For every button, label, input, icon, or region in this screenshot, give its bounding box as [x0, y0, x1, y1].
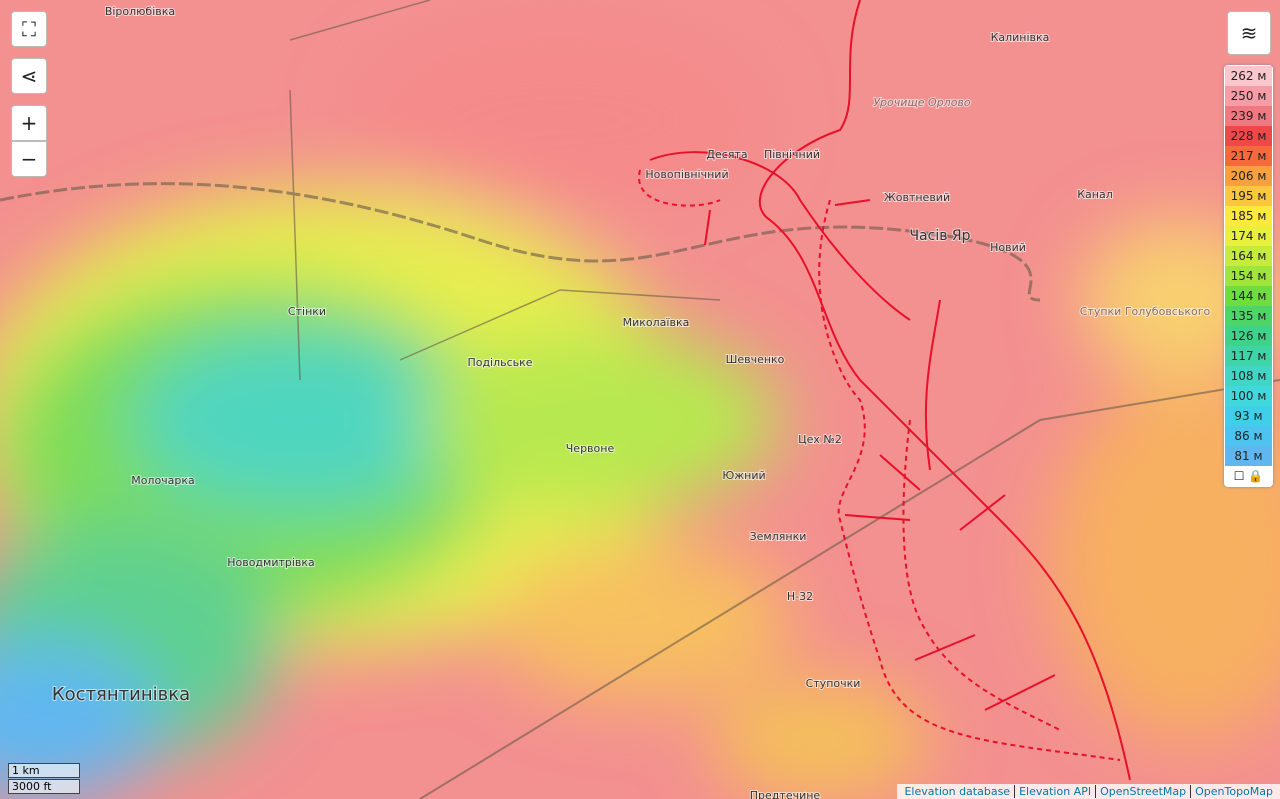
legend-row: 93 м	[1225, 406, 1272, 426]
place-label: Новий	[990, 241, 1026, 254]
legend-row: 154 м	[1225, 266, 1272, 286]
place-label: Червоне	[566, 442, 615, 455]
legend-row: 164 м	[1225, 246, 1272, 266]
place-label: Урочище Орлово	[873, 96, 971, 109]
legend-row: 250 м	[1225, 86, 1272, 106]
place-label: Молочарка	[131, 474, 195, 487]
place-label: Віролюбівка	[105, 5, 175, 18]
place-label: Ступочки	[806, 677, 861, 690]
place-label: Стінки	[288, 305, 326, 318]
legend-row: 174 м	[1225, 226, 1272, 246]
place-label: Канал	[1077, 188, 1113, 201]
place-label: Часів Яр	[909, 228, 970, 244]
attribution-link[interactable]: OpenTopoMap	[1190, 785, 1277, 798]
legend-row: 262 м	[1225, 66, 1272, 86]
place-label: Н-32	[787, 590, 813, 603]
fullscreen-button[interactable]: ⛶	[11, 11, 47, 47]
legend-row: 100 м	[1225, 386, 1272, 406]
zoom-out[interactable]: −	[11, 141, 47, 177]
place-label: Десята	[706, 148, 747, 161]
legend-row: 126 м	[1225, 326, 1272, 346]
place-label: Миколаївка	[623, 316, 690, 329]
place-label: Північний	[764, 148, 820, 161]
place-label: Предтечине	[750, 789, 821, 799]
place-label: Южний	[722, 469, 765, 482]
zoom-in[interactable]: +	[11, 105, 47, 141]
legend-row: 81 м	[1225, 446, 1272, 466]
legend-row: 185 м	[1225, 206, 1272, 226]
legend-row: 135 м	[1225, 306, 1272, 326]
legend-row: 195 м	[1225, 186, 1272, 206]
elevation-legend: 262 м 250 м 239 м 228 м 217 м 206 м 195 м 185 м…	[1224, 65, 1273, 487]
layers-button[interactable]: ≋	[1227, 11, 1271, 55]
legend-row: 217 м	[1225, 146, 1272, 166]
place-label: Новодмитрівка	[227, 556, 315, 569]
attribution-link[interactable]: OpenStreetMap	[1095, 785, 1191, 798]
attribution-link[interactable]: Elevation API	[1014, 785, 1096, 798]
legend-row: 86 м	[1225, 426, 1272, 446]
scale-imperial: 3000 ft	[8, 779, 80, 794]
legend-row: 228 м	[1225, 126, 1272, 146]
scale-metric: 1 km	[8, 763, 80, 778]
place-label: Землянки	[750, 530, 807, 543]
place-label: Жовтневий	[884, 191, 950, 204]
attribution-link[interactable]: Elevation database	[904, 785, 1011, 798]
legend-row: 108 м	[1225, 366, 1272, 386]
place-label: Костянтинівка	[52, 684, 190, 705]
place-label: Ступки Голубовського	[1080, 305, 1211, 318]
place-label: Подільське	[467, 356, 532, 369]
legend-row: 239 м	[1225, 106, 1272, 126]
share-button[interactable]: ⋖	[11, 58, 47, 94]
place-label: Новопівнічний	[645, 168, 728, 181]
place-label: Калинівка	[991, 31, 1050, 44]
legend-lock[interactable]: ☐ 🔒	[1233, 469, 1264, 483]
attribution: Elevation database Elevation API OpenStree…	[897, 784, 1280, 799]
place-label: Шевченко	[726, 353, 785, 366]
legend-row: 206 м	[1225, 166, 1272, 186]
legend-row: 144 м	[1225, 286, 1272, 306]
legend-row: 117 м	[1225, 346, 1272, 366]
place-label: Цех №2	[798, 433, 842, 446]
